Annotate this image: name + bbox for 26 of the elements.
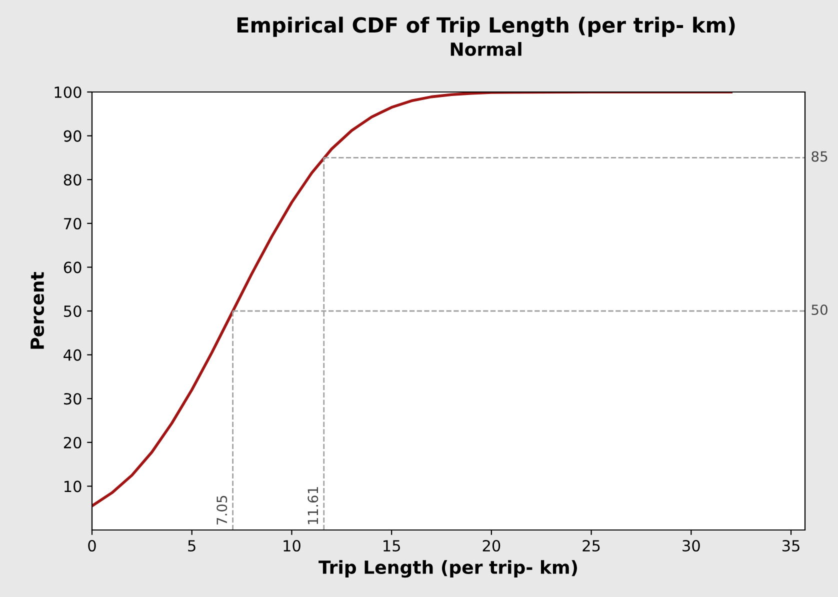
ref-line-label: 50 <box>812 304 828 316</box>
y-tick-label: 60 <box>64 262 82 274</box>
chart-title: Empirical CDF of Trip Length (per trip- km) <box>237 16 735 38</box>
y-tick-label: 40 <box>64 349 82 361</box>
y-tick-label: 20 <box>64 436 82 448</box>
x-tick-label: 30 <box>682 540 700 552</box>
y-tick-label: 70 <box>64 218 82 230</box>
ref-line-label: 85 <box>812 151 828 162</box>
y-tick-label: 80 <box>64 174 82 186</box>
x-tick-label: 0 <box>88 540 96 552</box>
y-tick-label: 10 <box>64 480 82 492</box>
x-tick-label: 10 <box>284 540 300 552</box>
x-tick-label: 15 <box>384 540 400 552</box>
ref-line-label: 11.61 <box>308 487 318 524</box>
ref-line-label: 7.05 <box>216 496 228 524</box>
y-tick-label: 100 <box>54 86 82 98</box>
x-tick-label: 5 <box>188 540 196 552</box>
y-axis-title: Percent <box>30 272 44 349</box>
y-tick-label: 90 <box>64 130 82 142</box>
x-tick-label: 20 <box>482 540 500 552</box>
x-tick-label: 25 <box>582 540 600 552</box>
chart-subtitle: Normal <box>450 42 522 56</box>
y-tick-label: 30 <box>64 393 82 405</box>
y-tick-label: 50 <box>64 305 82 318</box>
x-tick-label: 35 <box>782 540 800 552</box>
x-axis-title: Trip Length (per trip- km) <box>318 560 577 578</box>
